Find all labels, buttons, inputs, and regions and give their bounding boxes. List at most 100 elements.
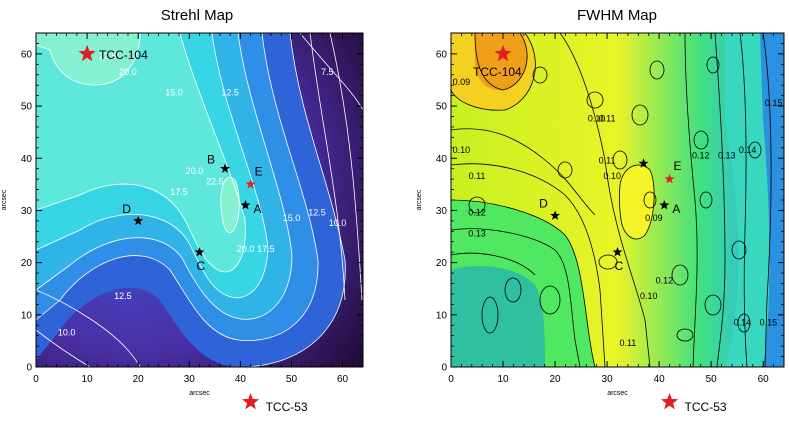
fwhm-map-panel: FWHM Map 0.09 0.10 0.11 0.12 0.13 0.10 0.11 0.11… xyxy=(395,0,789,421)
contour-label: 0.11 xyxy=(619,338,636,348)
plot-area: 7.510.012.515.012.515.020.022.520.017.52… xyxy=(36,33,363,367)
contour-label: 0.13 xyxy=(468,229,486,239)
x-tick-label: 30 xyxy=(602,374,614,385)
star-marker xyxy=(638,158,649,168)
heatmap-band xyxy=(220,177,240,233)
contour-label: 15.0 xyxy=(165,88,183,98)
contour-line xyxy=(451,252,536,276)
y-tick-label: 20 xyxy=(21,258,33,269)
star-label: C xyxy=(615,259,624,273)
star-marker xyxy=(133,215,144,226)
x-tick-label: 0 xyxy=(33,374,39,385)
y-tick-label: 50 xyxy=(436,102,448,113)
contour-line xyxy=(451,33,536,111)
contour-line xyxy=(36,33,141,86)
contour-label: 0.12 xyxy=(468,208,486,218)
contour-line xyxy=(36,33,293,320)
contour-line xyxy=(474,33,528,91)
contour-label: 22.5 xyxy=(99,51,117,61)
star-marker xyxy=(245,179,256,189)
contour-line xyxy=(618,164,655,240)
star-label: E xyxy=(255,164,263,178)
contour-line xyxy=(36,289,141,367)
contour-label: 0.10 xyxy=(588,114,606,124)
contour-label: 20.0 xyxy=(186,166,204,176)
contour-line xyxy=(220,177,240,233)
chart-title: FWHM Map xyxy=(577,7,657,24)
contour-label: 20.0 xyxy=(119,67,137,77)
contour-label: 0.14 xyxy=(739,145,757,155)
contour-label: 0.11 xyxy=(599,114,616,124)
heatmap-band xyxy=(619,165,655,240)
contour-line xyxy=(239,33,346,367)
star-label: TCC-104 xyxy=(473,65,522,79)
contour-label: 12.5 xyxy=(221,88,239,98)
star-marker xyxy=(220,163,230,173)
x-tick-label: 60 xyxy=(758,374,770,385)
contour-label: 0.11 xyxy=(599,155,616,165)
star-label: E xyxy=(674,159,682,173)
star-marker xyxy=(550,210,560,220)
contour-line xyxy=(36,33,269,299)
star-label: TCC-104 xyxy=(99,48,148,62)
x-tick-label: 0 xyxy=(448,374,454,385)
contour-label: 0.09 xyxy=(453,77,471,87)
contour-label: 0.10 xyxy=(640,291,658,301)
contour-line xyxy=(36,329,91,367)
contour-line xyxy=(684,33,698,367)
fwhm-map-chart: FWHM Map0.090.100.110.120.130.100.110.11… xyxy=(416,7,785,414)
y-tick-label: 60 xyxy=(21,49,33,60)
star-label: TCC-53 xyxy=(685,400,727,414)
plot-area: 0.090.100.110.120.130.100.110.110.100.09… xyxy=(451,33,784,367)
x-tick-label: 50 xyxy=(706,374,718,385)
y-tick-label: 20 xyxy=(436,258,448,269)
y-tick-label: 0 xyxy=(26,363,32,374)
contour-line xyxy=(739,33,748,367)
contour-line xyxy=(451,163,606,367)
contour-line xyxy=(676,328,694,342)
contour-line xyxy=(539,285,561,315)
y-tick-label: 40 xyxy=(436,154,448,165)
contour-label: 0.12 xyxy=(656,276,674,286)
y-tick-label: 30 xyxy=(21,206,33,217)
contour-label: 0.10 xyxy=(453,145,471,155)
contour-label: 0.11 xyxy=(469,171,486,181)
contour-label: 0.13 xyxy=(718,150,736,160)
x-tick-label: 20 xyxy=(550,374,562,385)
y-tick-label: 50 xyxy=(21,102,33,113)
star-marker xyxy=(78,44,96,62)
contour-label: 10.0 xyxy=(58,328,76,338)
contour-label: 10.0 xyxy=(329,218,347,228)
strehl-map-chart: Strehl Map7.510.012.515.012.515.020.022.… xyxy=(1,7,364,414)
x-tick-label: 30 xyxy=(184,374,196,385)
star-marker xyxy=(661,393,679,410)
star-label: C xyxy=(197,259,206,273)
x-tick-label: 40 xyxy=(654,374,666,385)
contour-label: 0.10 xyxy=(604,171,622,181)
contour-label: 17.5 xyxy=(257,244,275,254)
contour-label: 7.5 xyxy=(321,67,334,77)
contour-line xyxy=(748,141,762,159)
contour-label: 0.14 xyxy=(734,317,752,327)
contour-label: 0.09 xyxy=(645,213,663,223)
y-tick-label: 10 xyxy=(21,310,33,321)
y-tick-label: 60 xyxy=(436,49,448,60)
x-tick-label: 10 xyxy=(497,374,509,385)
star-marker xyxy=(494,44,512,62)
contour-line xyxy=(706,56,720,74)
star-marker xyxy=(194,247,205,257)
contour-line xyxy=(451,228,581,367)
contour-line xyxy=(631,104,649,126)
x-tick-label: 20 xyxy=(133,374,145,385)
star-marker xyxy=(664,173,675,184)
contour-line xyxy=(481,296,499,334)
heatmap-band xyxy=(474,33,528,91)
contour-line xyxy=(36,33,246,273)
contour-line xyxy=(36,33,319,342)
contour-label: 0.15 xyxy=(760,317,778,327)
x-tick-label: 50 xyxy=(286,374,298,385)
y-tick-label: 40 xyxy=(21,154,33,165)
star-label: D xyxy=(122,202,131,216)
contour-line xyxy=(649,60,665,80)
contour-label: 0.12 xyxy=(692,150,710,160)
